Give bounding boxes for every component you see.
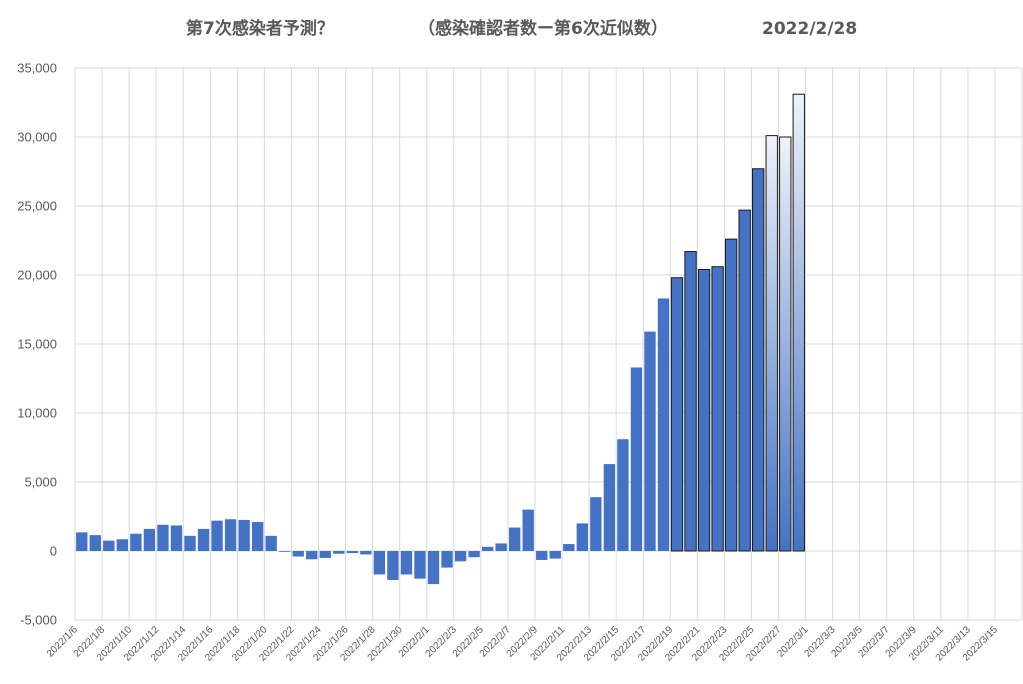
- bar: [765, 135, 778, 552]
- bar: [427, 551, 440, 585]
- bar: [630, 367, 643, 551]
- bar: [197, 528, 210, 551]
- bar: [536, 551, 548, 560]
- bar: [522, 509, 534, 551]
- bar: [224, 519, 237, 551]
- bar: [387, 551, 399, 580]
- bar: [400, 551, 413, 575]
- title-part-2: （感染確認者数ー第6次近似数）: [418, 18, 668, 39]
- bar: [306, 551, 318, 560]
- bar: [414, 551, 426, 579]
- bar: [468, 551, 480, 558]
- y-tick-label: 35,000: [17, 61, 57, 76]
- bar: [346, 551, 359, 554]
- gridlines: [74, 67, 1023, 621]
- y-tick-label: 30,000: [17, 130, 57, 145]
- y-tick-label: 20,000: [17, 268, 57, 283]
- bar: [738, 209, 751, 552]
- bar: [89, 535, 101, 551]
- bar: [549, 551, 561, 559]
- y-tick-label: -5,000: [20, 613, 57, 628]
- bar: [576, 523, 589, 551]
- title-part-3: 2022/2/28: [762, 19, 857, 39]
- bar: [211, 520, 223, 551]
- bar: [360, 551, 372, 555]
- bar: [617, 439, 629, 551]
- bar: [265, 535, 277, 551]
- bar: [508, 527, 521, 551]
- title-part-1: 第7次感染者予測？: [186, 18, 334, 39]
- bar: [792, 93, 805, 552]
- y-tick-label: 25,000: [17, 199, 57, 214]
- y-tick-label: 5,000: [24, 475, 57, 490]
- bar: [251, 522, 264, 551]
- bar: [684, 251, 697, 552]
- bar: [143, 528, 156, 551]
- x-axis-ticks: 2022/1/62022/1/82022/1/102022/1/122022/1…: [45, 624, 1001, 664]
- bar: [697, 268, 711, 552]
- bar: [103, 540, 115, 551]
- bar: [603, 464, 616, 551]
- bar: [590, 497, 602, 551]
- bar: [724, 238, 738, 552]
- bar: [711, 266, 724, 552]
- bar: [130, 533, 142, 551]
- bar: [495, 543, 507, 551]
- bar: [292, 551, 304, 557]
- bar: [481, 546, 494, 551]
- bar: [441, 551, 453, 568]
- bar: [657, 298, 670, 551]
- bar: [184, 535, 196, 551]
- bar: [238, 519, 250, 551]
- y-tick-label: 0: [50, 544, 57, 559]
- bar: [373, 551, 386, 575]
- bar: [157, 524, 169, 551]
- bar: [644, 331, 656, 551]
- y-tick-label: 10,000: [17, 406, 57, 421]
- bar: [279, 551, 291, 552]
- bar: [116, 539, 129, 551]
- bar: [170, 525, 183, 551]
- bar: [670, 277, 684, 552]
- bar: [76, 532, 88, 551]
- y-tick-label: 15,000: [17, 337, 57, 352]
- y-axis-ticks: -5,000 0 5,000 10,000 15,000 20,000 25,000 30,0…: [17, 61, 57, 628]
- bar: [454, 551, 467, 562]
- bar: [563, 544, 575, 551]
- bars: [76, 93, 805, 585]
- bar: [333, 551, 345, 554]
- bar: [319, 551, 331, 558]
- bar: [779, 136, 792, 552]
- bar: [752, 168, 765, 552]
- chart-title: 第7次感染者予測？ （感染確認者数ー第6次近似数） 2022/2/28: [186, 18, 857, 39]
